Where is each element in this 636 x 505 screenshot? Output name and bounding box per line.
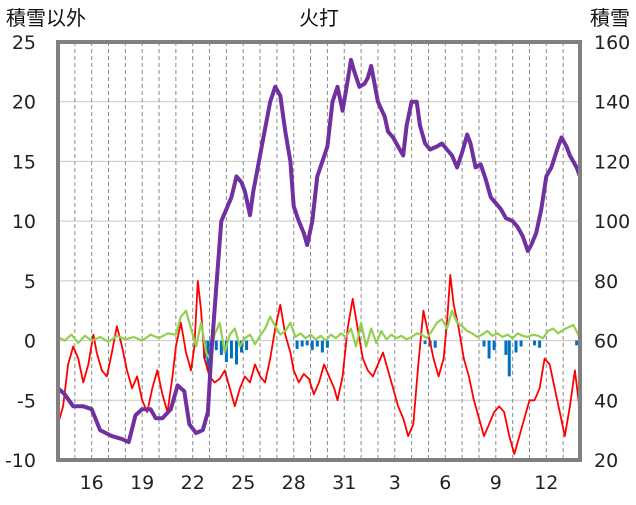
precip-bar [423,340,427,345]
precip-bar [234,340,238,365]
precip-bar [514,340,518,353]
precip-bar [305,340,309,346]
temperature-line [57,274,581,455]
x-tick-label: 3 [389,472,401,494]
series-layer [56,57,582,455]
x-tick-label: 9 [490,472,502,494]
precip-bar [538,340,542,348]
precip-bar [575,340,579,346]
left-tick-label: 0 [24,331,36,353]
precip-bar [240,340,244,353]
precip-bar [245,340,249,351]
precip-bar [487,340,491,359]
x-tick-label: 31 [332,472,356,494]
precip-bar [315,340,319,347]
precip-bar [320,340,324,353]
x-tick-label: 16 [80,472,104,494]
left-axis-label: 積雪以外 [6,6,86,30]
axis-layer: -10 -5 0 5 10 15 20 25 20 40 60 80 100 120 140 160 16 19 2… [5,32,630,494]
x-tick-label: 22 [181,472,205,494]
precip-bar [224,340,228,363]
precip-bar [214,340,218,351]
precip-bar [519,340,523,347]
right-axis-label: 積雪 [590,6,630,30]
snow-depth-line [56,57,582,445]
grid-layer [58,41,580,461]
left-tick-label: 15 [12,151,36,173]
precip-bar [482,340,486,347]
precip-bar [229,340,233,359]
x-tick-label: 12 [534,472,558,494]
left-tick-label: 25 [12,32,36,54]
left-tick-label: 5 [24,271,36,293]
precip-bar [492,340,496,351]
right-tick-label: 160 [594,32,630,54]
precip-bar [295,340,299,349]
x-tick-label: 25 [231,472,255,494]
x-tick-label: 6 [439,472,451,494]
right-tick-label: 60 [594,331,618,353]
right-tick-label: 120 [594,151,630,173]
right-tick-label: 80 [594,271,618,293]
chart-title: 火打 [299,6,339,30]
right-tick-label: 140 [594,92,630,114]
precip-bar [433,340,437,348]
precip-bar [507,340,511,377]
right-tick-label: 20 [594,450,618,472]
precip-bar [504,340,508,355]
precip-bar [300,340,304,347]
left-tick-label: 20 [12,92,36,114]
precip-bar [325,340,329,348]
right-tick-label: 100 [594,211,630,233]
precip-bar [219,340,223,355]
right-tick-label: 40 [594,390,618,412]
left-tick-label: -5 [17,390,36,412]
x-tick-label: 19 [130,472,154,494]
left-tick-label: -10 [5,450,36,472]
plot-frame [56,40,582,462]
left-tick-label: 10 [12,211,36,233]
x-tick-label: 28 [282,472,306,494]
precip-bar [533,340,537,346]
wind-line [56,309,582,360]
precip-bar [310,340,314,351]
